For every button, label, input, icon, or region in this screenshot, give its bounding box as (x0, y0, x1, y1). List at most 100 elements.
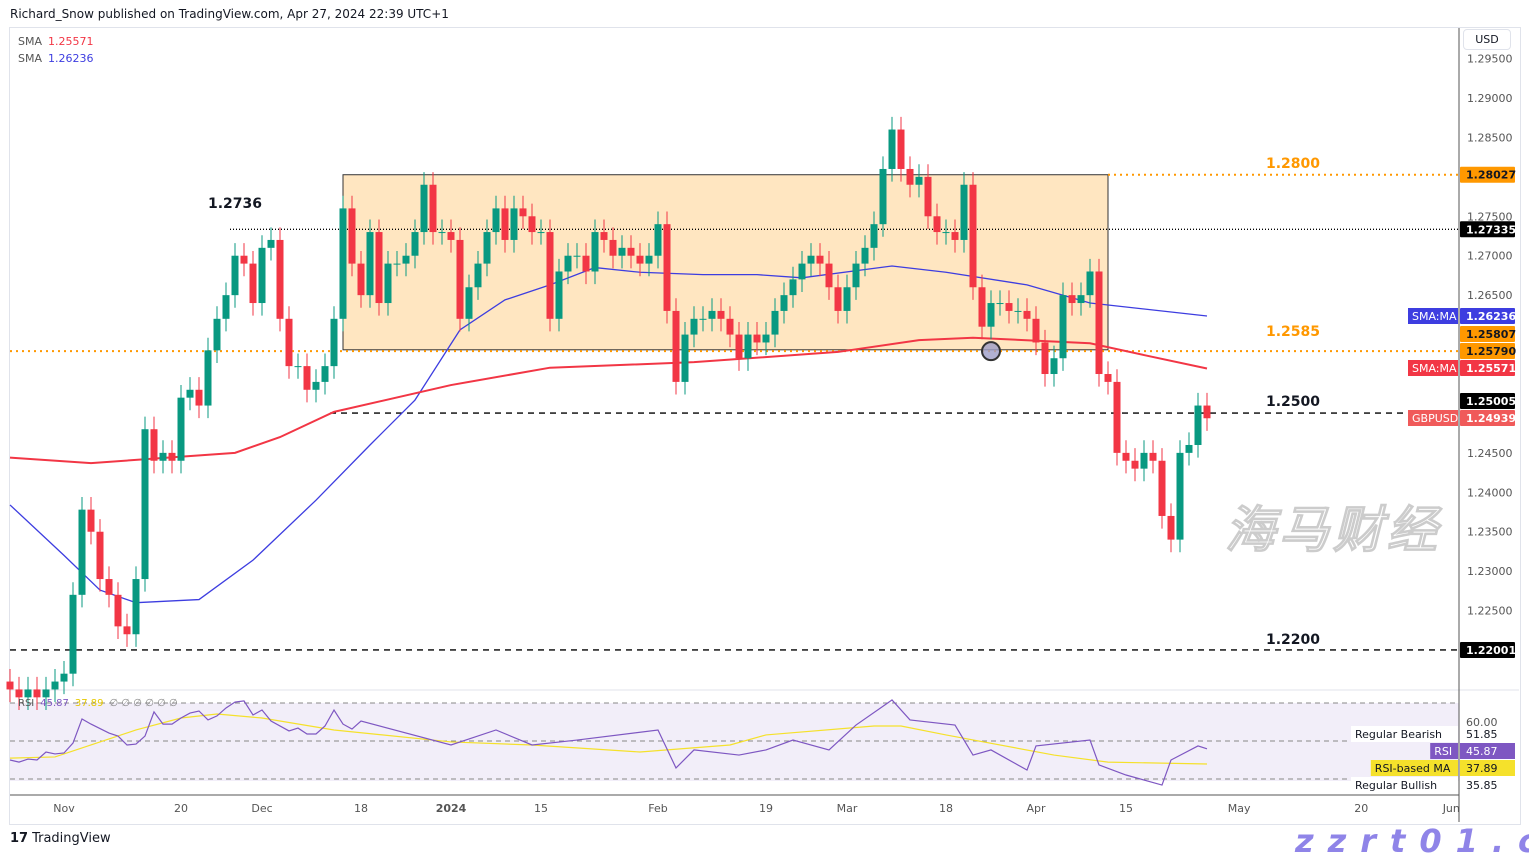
candle (267, 227, 275, 261)
candle-body (645, 255, 653, 264)
candle-body (861, 247, 869, 264)
candle-body (474, 263, 482, 288)
candle (852, 250, 860, 300)
candle (456, 227, 464, 332)
price-tag: 1.24939 (1466, 412, 1516, 425)
candle-body (78, 509, 86, 595)
candle-body (735, 334, 743, 359)
published-header: Richard_Snow published on TradingView.co… (10, 7, 449, 21)
tradingview-logo: 17 TradingView (10, 831, 111, 846)
candle-body (465, 287, 473, 319)
candle (1014, 298, 1022, 324)
sma50-line (9, 265, 1208, 604)
x-tick-label: Nov (53, 802, 75, 815)
candle (159, 440, 167, 474)
candle-body (1068, 295, 1076, 304)
marker-circle (981, 341, 1001, 362)
candle (1023, 298, 1031, 332)
candle (357, 250, 365, 308)
rsi-axis-value: 45.87 (1466, 745, 1498, 758)
rsi-name-bg (1351, 777, 1458, 793)
candle-body (996, 303, 1004, 305)
candle-body (555, 271, 563, 319)
candle (1041, 329, 1049, 387)
candle (366, 219, 374, 308)
candle (942, 219, 950, 245)
x-tick-label: Feb (648, 802, 667, 815)
candle-body (501, 208, 509, 240)
candle (807, 243, 815, 277)
candle-body (159, 452, 167, 461)
candle (969, 172, 977, 300)
candle-body (618, 247, 626, 256)
candle-body (753, 334, 761, 343)
candle (438, 219, 446, 245)
level-label: 1.2500 (1266, 394, 1320, 410)
level-tag-bg (1460, 642, 1515, 658)
candle (1122, 440, 1130, 474)
candle (843, 274, 851, 324)
x-tick-label: Mar (837, 802, 858, 815)
candle (177, 385, 185, 474)
candle-body (870, 224, 878, 248)
level-tag: 1.25807 (1466, 328, 1516, 341)
level-tag-bg (1460, 221, 1515, 238)
candle-body (393, 263, 401, 265)
candle (834, 274, 842, 324)
candle (564, 243, 572, 285)
candle-body (717, 310, 725, 319)
candle-body (1131, 460, 1139, 469)
candle (483, 219, 491, 277)
candle-body (141, 429, 149, 580)
axis-name-tag-bg (1408, 360, 1458, 376)
axis-name-tag: GBPUSD (1412, 412, 1458, 425)
candle (879, 156, 887, 237)
candle (1194, 392, 1202, 458)
currency-button[interactable]: USD (1463, 29, 1511, 50)
rsi-tag-bg (1460, 760, 1515, 776)
candle-body (537, 232, 545, 234)
candle-body (573, 255, 581, 257)
y-tick-label: 1.24000 (1467, 486, 1513, 499)
level-tag-bg (1460, 343, 1515, 359)
candle (753, 321, 761, 356)
level-tag-bg (1460, 166, 1515, 183)
candle-body (123, 626, 131, 635)
rsi-legend-extras: ∅ ∅ ∅ ∅ ∅ ∅ (109, 698, 178, 709)
candle-body (690, 318, 698, 335)
candle (825, 250, 833, 300)
candle (609, 227, 617, 269)
candle (276, 227, 284, 332)
candle (474, 250, 482, 300)
candle-body (726, 318, 734, 335)
candle (510, 195, 518, 253)
candle-body (429, 184, 437, 233)
axis-name-tag-bg (1408, 308, 1458, 324)
candle (1131, 448, 1139, 482)
candle (1068, 282, 1076, 316)
x-tick-label: 20 (174, 802, 188, 815)
candle-body (969, 184, 977, 288)
candle-body (96, 531, 104, 580)
candle (744, 321, 752, 371)
candle-body (348, 208, 356, 264)
candle (258, 235, 266, 316)
candle (168, 440, 176, 474)
tv-logo-icon: 17 (10, 831, 29, 846)
candle-body (924, 176, 932, 217)
candle-body (780, 295, 788, 311)
y-tick-label: 1.27500 (1467, 210, 1513, 223)
candle (771, 298, 779, 348)
candle-body (978, 287, 986, 327)
rsi-ma-legend-value: 37.89 (74, 698, 104, 709)
candle-body (852, 263, 860, 288)
candle (672, 298, 680, 395)
candle (195, 377, 203, 419)
candle-body (330, 318, 338, 367)
candle-body (951, 232, 959, 240)
axis-name-tag-bg (1408, 410, 1458, 426)
level-label: 1.2585 (1266, 324, 1320, 340)
candle-body (177, 397, 185, 461)
candle (6, 668, 14, 703)
